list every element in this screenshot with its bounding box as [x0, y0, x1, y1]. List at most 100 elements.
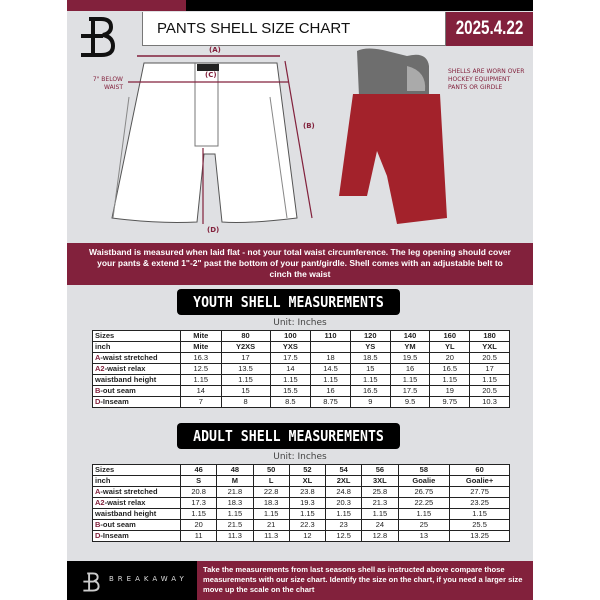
table-cell: 3XL [361, 475, 399, 487]
row-label-text: -waist relax [104, 498, 146, 507]
table-cell: 20 [429, 352, 471, 364]
table-cell: 13.25 [449, 530, 510, 542]
table-cell: 7 [180, 396, 222, 408]
row-label-text: -out seam [100, 520, 136, 529]
table-cell: 1.15 [324, 508, 363, 520]
table-cell: 23.25 [449, 497, 510, 509]
table-cell: 15 [349, 363, 391, 375]
table-cell: 46 [179, 464, 218, 476]
date-text: 2025.4.22 [455, 18, 524, 39]
shells-note: SHELLS ARE WORN OVER HOCKEY EQUIPMENT PA… [448, 68, 525, 91]
row-label: waistband height [92, 374, 181, 386]
adult-unit-label: Unit: Inches [273, 452, 327, 462]
table-cell: 21.3 [361, 497, 399, 509]
table-cell: 10.3 [469, 396, 510, 408]
adult-section-title: ADULT SHELL MEASUREMENTS [193, 427, 384, 445]
youth-section-header: YOUTH SHELL MEASUREMENTS [177, 289, 400, 315]
table-row: A-waist stretched 16.3 17 17.5 18 18.5 19.5 20 2… [92, 352, 510, 364]
footer-brand-panel: BREAKAWAY [67, 561, 197, 600]
table-cell: 16.3 [180, 352, 222, 364]
below-waist-note: 7" BELOW WAIST [92, 76, 123, 91]
table-cell: 110 [310, 330, 351, 342]
table-cell: 48 [216, 464, 254, 476]
size-chart-page: PANTS SHELL SIZE CHART 2025.4.22 (A) (C)… [67, 0, 533, 600]
brand-name: BREAKAWAY [109, 575, 188, 583]
table-cell: Goalie [397, 475, 451, 487]
table-cell: 1.15 [469, 374, 510, 386]
table-row: B-out seam 20 21.5 21 22.3 23 24 25 25.5 [92, 519, 510, 531]
row-label-text: -Inseam [100, 531, 129, 540]
table-cell [310, 341, 351, 353]
table-cell: 52 [288, 464, 327, 476]
table-row: B-out seam 14 15 15.5 16 16.5 17.5 19 20.5 [92, 385, 510, 397]
row-label: D-Inseam [92, 530, 181, 542]
row-label: inch [92, 475, 181, 487]
measure-key: D [95, 397, 101, 406]
table-cell: Mite [180, 341, 222, 353]
row-label: waistband height [92, 508, 181, 520]
table-cell: 1.15 [449, 508, 510, 520]
table-cell: 180 [469, 330, 510, 342]
table-cell: 25 [397, 519, 451, 531]
row-label: B-out seam [92, 385, 181, 397]
table-cell: XL [288, 475, 327, 487]
table-row: waistband height 1.15 1.15 1.15 1.15 1.15 1.15… [92, 374, 510, 386]
table-cell: 18.3 [216, 497, 254, 509]
table-cell: 9.75 [429, 396, 471, 408]
table-cell: 8.5 [269, 396, 312, 408]
row-label: A-waist stretched [92, 486, 181, 498]
table-cell: 14 [180, 385, 222, 397]
label-c: (C) [205, 71, 217, 79]
table-cell: 20.8 [179, 486, 218, 498]
youth-section-title: YOUTH SHELL MEASUREMENTS [193, 293, 384, 311]
breakaway-logo-icon [83, 572, 100, 592]
table-cell: 20.5 [469, 385, 510, 397]
table-cell: 19.5 [389, 352, 431, 364]
table-cell: 20.3 [324, 497, 363, 509]
table-cell: 14.5 [310, 363, 351, 375]
adult-size-table: Sizes 46 48 50 52 54 56 58 60 inch S M L XL 2XL 3XL Goal… [92, 464, 510, 542]
table-cell: Y2XS [220, 341, 271, 353]
table-cell: 24.8 [324, 486, 363, 498]
table-cell: 160 [429, 330, 471, 342]
table-cell: M [216, 475, 254, 487]
table-cell: 13 [397, 530, 451, 542]
table-cell: 1.15 [361, 508, 399, 520]
row-label: inch [92, 341, 181, 353]
table-row: A-waist stretched 20.8 21.8 22.8 23.8 24.8 25.… [92, 486, 510, 498]
table-cell: 22.25 [397, 497, 451, 509]
table-row: inch Mite Y2XS YXS YS YM YL YXL [92, 341, 510, 353]
table-cell: 120 [349, 330, 391, 342]
table-cell: 23.8 [288, 486, 327, 498]
table-cell: 23 [324, 519, 363, 531]
breakaway-logo-icon [81, 17, 115, 57]
table-cell: 12.8 [361, 530, 399, 542]
table-row: Sizes 46 48 50 52 54 56 58 60 [92, 464, 510, 476]
table-cell: 17.5 [389, 385, 431, 397]
table-cell: 56 [361, 464, 399, 476]
table-cell: 17 [469, 363, 510, 375]
table-cell: 21 [252, 519, 290, 531]
table-cell: 22.3 [288, 519, 327, 531]
top-bar [186, 0, 533, 11]
table-row: D-Inseam 11 11.3 11.3 12 12.5 12.8 13 13.25 [92, 530, 510, 542]
table-cell: 54 [324, 464, 363, 476]
table-row: D-Inseam 7 8 8.5 8.75 9 9.5 9.75 10.3 [92, 396, 510, 408]
table-cell: 19.3 [288, 497, 327, 509]
table-cell: 58 [397, 464, 451, 476]
table-cell: 20 [179, 519, 218, 531]
table-cell: 1.15 [252, 508, 290, 520]
table-cell: 17 [220, 352, 271, 364]
row-label-text: inch [95, 342, 111, 351]
table-cell: 18.5 [349, 352, 391, 364]
table-cell: 12.5 [324, 530, 363, 542]
row-label: Sizes [92, 464, 181, 476]
row-label: A-waist stretched [92, 352, 181, 364]
table-cell: 1.15 [179, 508, 218, 520]
table-cell: 25.8 [361, 486, 399, 498]
footer-instructions: Take the measurements from last seasons … [197, 561, 533, 600]
table-cell: 24 [361, 519, 399, 531]
table-cell: 13.5 [220, 363, 271, 375]
measure-key: B [95, 386, 101, 395]
row-label: A2-waist relax [92, 497, 181, 509]
